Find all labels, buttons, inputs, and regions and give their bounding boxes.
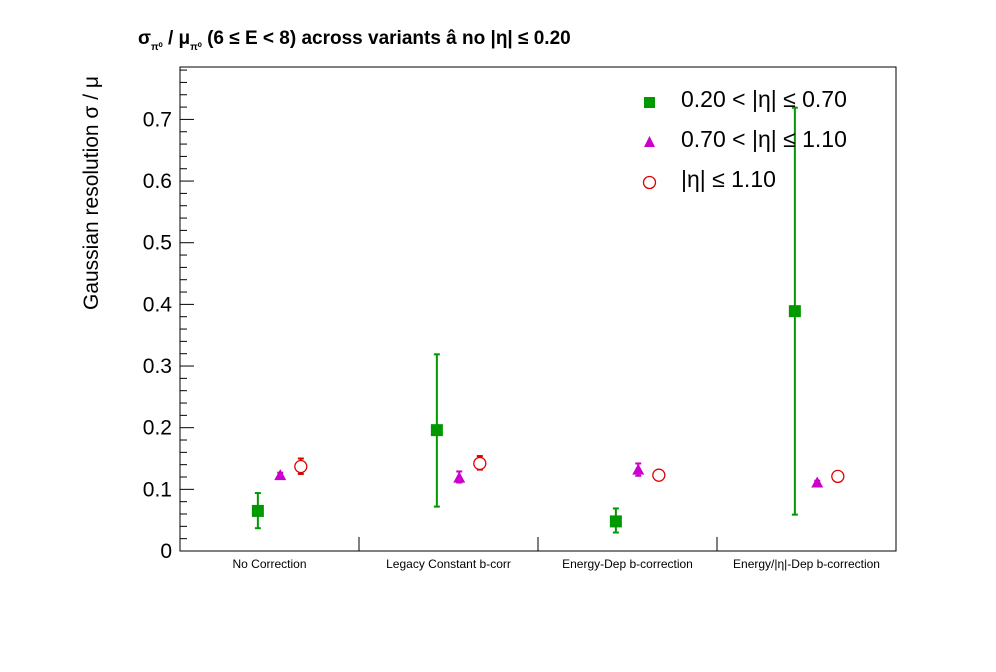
y-tick-label: 0.2	[143, 417, 172, 440]
y-tick-label: 0.7	[143, 108, 172, 131]
legend-entry-0: 0.20 < |η| ≤ 0.70	[635, 82, 885, 122]
chart-title: σπ⁰ / μπ⁰ (6 ≤ E < 8) across variants â …	[138, 28, 571, 53]
data-point-triangle	[811, 476, 824, 488]
y-axis: 0 0.1 0.2 0.3 0.4 0.5 0.6 0.7	[143, 69, 194, 563]
title-sub-pi0-a: π⁰	[151, 42, 163, 53]
data-point-square	[251, 504, 264, 517]
legend-entry-1: 0.70 < |η| ≤ 1.10	[635, 122, 885, 162]
x-axis: No Correction Legacy Constant b-corr Energ…	[232, 537, 880, 571]
title-sigma: σ	[138, 28, 151, 49]
y-tick-label: 0.5	[143, 232, 172, 255]
legend-circle-marker	[642, 175, 657, 190]
y-tick-label: 0.3	[143, 355, 172, 378]
legend-square-marker	[644, 97, 655, 108]
legend: 0.20 < |η| ≤ 0.70 0.70 < |η| ≤ 1.10 |η| …	[635, 82, 885, 202]
data-point-circle	[831, 469, 845, 484]
legend-label-0: 0.20 < |η| ≤ 0.70	[681, 86, 847, 112]
data-point-circle	[652, 468, 666, 482]
data-point-triangle	[453, 471, 466, 483]
y-tick-label: 0.4	[143, 293, 173, 316]
y-tick-label: 0.6	[143, 170, 172, 193]
y-tick-label: 0	[160, 540, 172, 563]
data-points	[251, 106, 845, 534]
x-tick-label: Legacy Constant b-corr	[386, 557, 511, 571]
x-tick-label: Energy-Dep b-correction	[562, 557, 693, 571]
y-tick-label: 0.1	[143, 478, 172, 501]
data-point-circle	[294, 459, 308, 474]
title-rest: (6 ≤ E < 8) across variants â no |η| ≤ 0…	[201, 28, 571, 49]
x-tick-label: No Correction	[232, 557, 306, 571]
legend-label-1: 0.70 < |η| ≤ 1.10	[681, 126, 847, 152]
data-point-triangle	[274, 469, 287, 481]
data-point-triangle	[632, 463, 645, 475]
data-point-square	[788, 305, 801, 318]
legend-entry-2: |η| ≤ 1.10	[635, 162, 885, 202]
data-point-circle	[473, 456, 487, 471]
legend-label-2: |η| ≤ 1.10	[681, 166, 776, 192]
x-tick-label: Energy/|η|-Dep b-correction	[733, 557, 880, 571]
data-point-square	[609, 515, 622, 528]
legend-triangle-marker	[644, 136, 655, 147]
title-sub-pi0-b: π⁰	[190, 42, 202, 53]
data-point-square	[430, 424, 443, 437]
title-slash-mu: / μ	[162, 28, 191, 49]
